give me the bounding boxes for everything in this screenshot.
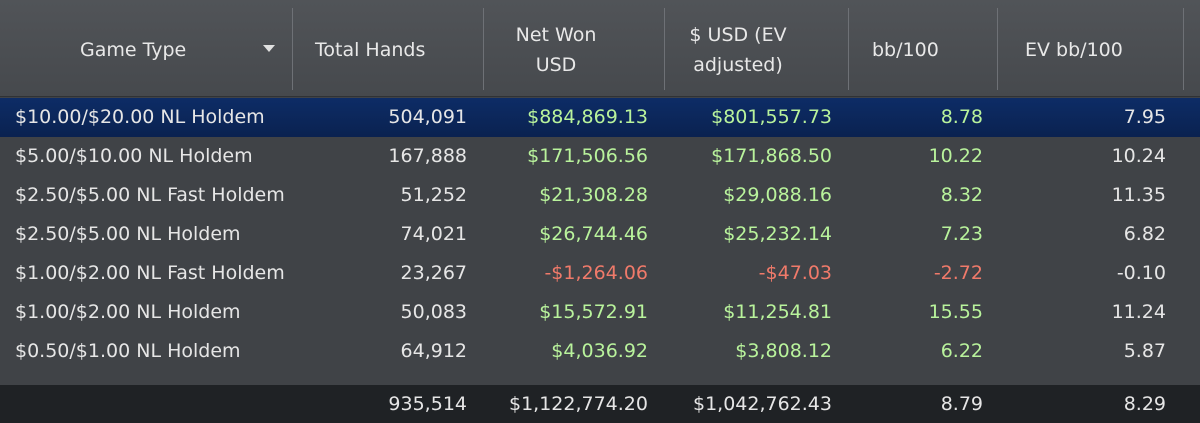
ev-usd-cell: $11,254.81 [723,301,832,323]
bb-per-100-cell: 10.22 [928,145,983,167]
total-hands-cell: 50,083 [400,301,467,323]
total-hands-cell: 64,912 [400,340,467,362]
total-hands-cell: 23,267 [400,262,467,284]
sort-dropdown-arrow[interactable] [263,45,275,53]
net-won-cell: $26,744.46 [539,223,648,245]
game-type-cell: $2.50/$5.00 NL Fast Holdem [15,184,285,206]
ev-bb-per-100-cell: 6.82 [1123,223,1166,245]
total-hands-cell: 74,021 [400,223,467,245]
ev-usd-cell: $25,232.14 [723,223,832,245]
game-type-cell: $0.50/$1.00 NL Holdem [15,340,241,362]
column-separator [848,8,849,90]
game-type-cell: $1.00/$2.00 NL Fast Holdem [15,262,285,284]
header-ev-bb100[interactable]: EV bb/100 [1025,39,1123,61]
game-type-cell: $2.50/$5.00 NL Holdem [15,223,241,245]
ev-bb-per-100-cell: 11.24 [1111,301,1166,323]
total-hands-cell: 167,888 [388,145,467,167]
bb-per-100-cell: 7.23 [940,223,983,245]
net-won-cell: -$1,264.06 [544,262,648,284]
column-separator [292,8,293,90]
table-row[interactable]: $2.50/$5.00 NL Holdem 74,021 $26,744.46 $25… [0,215,1200,254]
ev-bb-per-100-cell: 10.24 [1111,145,1166,167]
total-hands-cell: 51,252 [400,184,467,206]
table-row[interactable]: $10.00/$20.00 NL Holdem 504,091 $884,869.1… [0,98,1200,137]
table-row[interactable]: $5.00/$10.00 NL Holdem 167,888 $171,506.56… [0,137,1200,176]
ev-usd-cell: $171,868.50 [711,145,832,167]
header-net-won[interactable]: Net Won USD [515,24,597,76]
totals-row: 935,514 $1,122,774.20 $1,042,762.43 8.79 8.2… [0,385,1200,423]
header-bb100[interactable]: bb/100 [872,39,939,61]
bb-per-100-cell: 8.32 [940,184,983,206]
table-row[interactable]: $1.00/$2.00 NL Holdem 50,083 $15,572.91 $11… [0,293,1200,332]
column-separator [664,8,665,90]
net-won-cell: $884,869.13 [527,106,648,128]
ev-bb-per-100-cell: -0.10 [1116,262,1166,284]
bb-per-100-cell: 8.78 [940,106,983,128]
total-ev-usd: $1,042,762.43 [692,393,832,415]
ev-usd-cell: $801,557.73 [711,106,832,128]
total-net-won: $1,122,774.20 [508,393,648,415]
net-won-cell: $4,036.92 [551,340,648,362]
game-type-cell: $5.00/$10.00 NL Holdem [15,145,253,167]
table-row[interactable]: $1.00/$2.00 NL Fast Holdem 23,267 -$1,264.… [0,254,1200,293]
net-won-cell: $15,572.91 [539,301,648,323]
net-won-cell: $21,308.28 [539,184,648,206]
header-ev-usd[interactable]: $ USD (EV adjusted) [689,24,787,76]
total-total-hands: 935,514 [388,393,467,415]
net-won-cell: $171,506.56 [527,145,648,167]
bb-per-100-cell: 6.22 [940,340,983,362]
ev-bb-per-100-cell: 5.87 [1123,340,1166,362]
bb-per-100-cell: -2.72 [933,262,983,284]
total-ev-bb-per-100: 8.29 [1123,393,1166,415]
table-row[interactable]: $2.50/$5.00 NL Fast Holdem 51,252 $21,308.… [0,176,1200,215]
table-row[interactable]: $0.50/$1.00 NL Holdem 64,912 $4,036.92 $3,8… [0,332,1200,371]
ev-usd-cell: -$47.03 [758,262,832,284]
ev-usd-cell: $3,808.12 [735,340,832,362]
ev-usd-cell: $29,088.16 [723,184,832,206]
game-type-cell: $10.00/$20.00 NL Holdem [15,106,265,128]
total-hands-cell: 504,091 [388,106,467,128]
total-bb-per-100: 8.79 [940,393,983,415]
header-game-type[interactable]: Game Type [80,39,187,61]
table-header: Game Type Total Hands Net Won USD $ USD … [0,0,1200,97]
ev-bb-per-100-cell: 7.95 [1123,106,1166,128]
ev-bb-per-100-cell: 11.35 [1111,184,1166,206]
column-separator [1183,8,1184,90]
game-type-cell: $1.00/$2.00 NL Holdem [15,301,241,323]
bb-per-100-cell: 15.55 [928,301,983,323]
column-separator [997,8,998,90]
header-total-hands[interactable]: Total Hands [315,39,426,61]
column-separator [483,8,484,90]
